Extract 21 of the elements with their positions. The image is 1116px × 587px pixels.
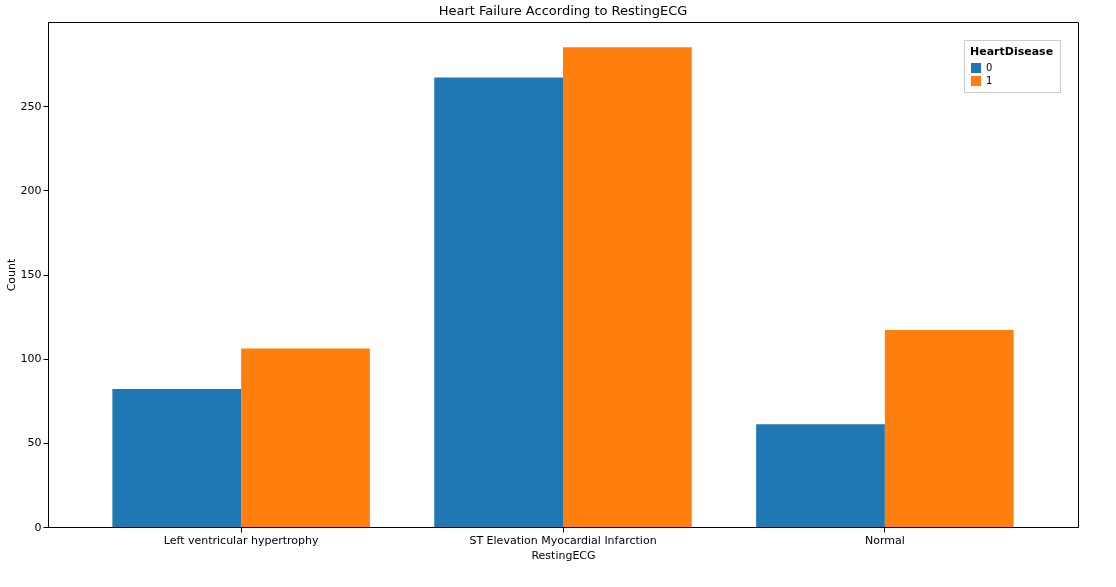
bar bbox=[112, 388, 242, 527]
bar bbox=[434, 77, 563, 527]
chart-title: Heart Failure According to RestingECG bbox=[438, 3, 688, 18]
y-axis-title: Count bbox=[4, 257, 18, 292]
y-tick-label: 200 bbox=[20, 183, 42, 197]
bar bbox=[563, 47, 692, 527]
y-tick-label: 50 bbox=[27, 436, 42, 450]
y-tick-label: 100 bbox=[20, 352, 42, 366]
x-tick-label: ST Elevation Myocardial Infarction bbox=[469, 533, 657, 547]
x-axis-title: RestingECG bbox=[531, 548, 596, 562]
bar bbox=[884, 330, 1014, 527]
y-tick-label: 0 bbox=[34, 520, 42, 534]
legend-label: 1 bbox=[986, 75, 993, 86]
bar bbox=[241, 348, 370, 527]
legend-label: 0 bbox=[986, 62, 993, 73]
x-tick-label: Normal bbox=[864, 533, 905, 547]
x-tick-label: Left ventricular hypertrophy bbox=[163, 533, 319, 547]
legend-title: HeartDisease bbox=[970, 45, 1054, 58]
y-tick-label: 150 bbox=[20, 268, 42, 281]
bar bbox=[756, 424, 885, 527]
y-tick-label: 250 bbox=[20, 99, 42, 113]
